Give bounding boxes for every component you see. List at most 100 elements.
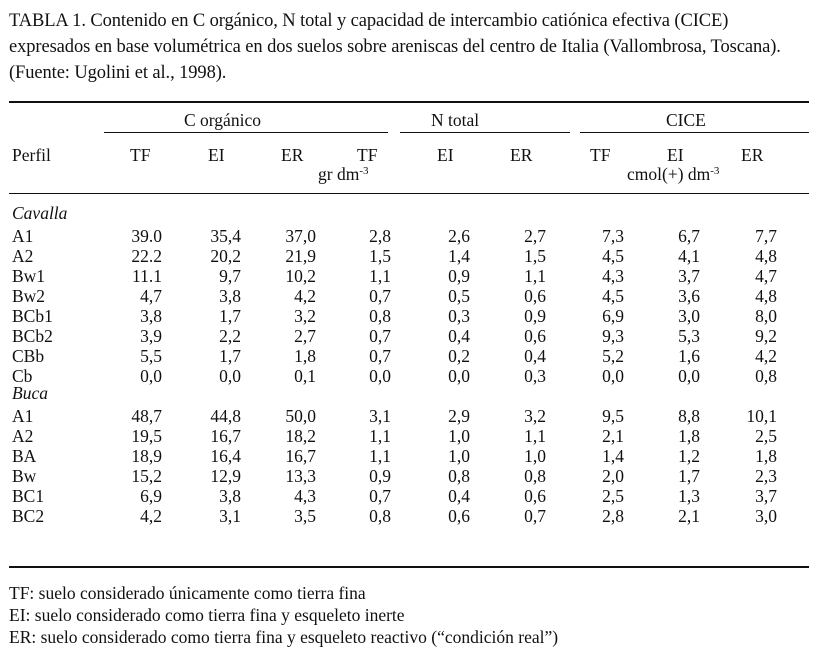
table-cell: 37,0 [285,226,316,246]
table-cell: 3,0 [678,306,700,326]
table-cell: 0,8 [448,466,470,486]
row-perfil-label: BCb2 [12,326,53,346]
table-cell: 8,0 [755,306,777,326]
table-cell: 1,1 [524,426,546,446]
table-cell: 16,7 [210,426,241,446]
table-cell: 2,9 [448,406,470,426]
header-col-cice-ei: EI [667,145,684,165]
table-cell: 1,4 [602,446,624,466]
table-cell: 13,3 [285,466,316,486]
section-title-cavalla: Cavalla [12,203,68,223]
table-cell: 0,6 [524,286,546,306]
row-perfil-label: A2 [12,426,34,446]
table-cell: 4,8 [755,246,777,266]
table-cell: 3,7 [755,486,777,506]
table-cell: 4,2 [294,286,316,306]
table-cell: 2,8 [369,226,391,246]
table-cell: 1,0 [448,426,470,446]
table-cell: 1,6 [678,346,700,366]
header-group-cice-rule [580,132,809,133]
table-cell: 0,6 [524,486,546,506]
table-caption: TABLA 1. Contenido en C orgánico, N tota… [9,11,781,83]
footnote-ei: EI: suelo considerado como tierra fina y… [9,605,405,625]
table-cell: 0,0 [369,366,391,386]
table-cell: 0,3 [524,366,546,386]
row-perfil-label: Bw [12,466,37,486]
header-group-n-rule [400,132,570,133]
table-cell: 1,5 [369,246,391,266]
table-cell: 3,5 [294,506,316,526]
table-cell: 12,9 [210,466,241,486]
header-col-c-tf: TF [130,145,151,165]
table-cell: 2,7 [524,226,546,246]
table-cell: 3,9 [140,326,162,346]
table-cell: 0,7 [369,346,391,366]
header-col-cice-tf: TF [590,145,611,165]
table-cell: 11.1 [132,266,162,286]
table-cell: 0,4 [524,346,546,366]
table-cell: 0,9 [448,266,470,286]
table-cell: 21,9 [285,246,316,266]
table-cell: 4,7 [140,286,162,306]
table-cell: 5,2 [602,346,624,366]
table-cell: 39.0 [131,226,162,246]
table-cell: 8,8 [678,406,700,426]
table-cell: 0,0 [448,366,470,386]
table-cell: 9,3 [602,326,624,346]
table-cell: 7,7 [755,226,777,246]
table-cell: 0,6 [448,506,470,526]
table-cell: 1,0 [448,446,470,466]
table-cell: 48,7 [131,406,162,426]
table-cell: 3,0 [755,506,777,526]
table-cell: 1,1 [369,266,391,286]
table-cell: 10,2 [285,266,316,286]
table-cell: 4,3 [294,486,316,506]
table-cell: 3,8 [219,486,241,506]
header-unit-c: gr dm-3 [318,164,369,184]
table-cell: 0,0 [602,366,624,386]
table-cell: 0,9 [369,466,391,486]
table-cell: 3,7 [678,266,700,286]
table-cell: 18,9 [131,446,162,466]
table-cell: 0,7 [524,506,546,526]
header-unit-c-exponent: -3 [359,165,369,177]
table-cell: 3,2 [524,406,546,426]
table-cell: 0,6 [524,326,546,346]
table-cell: 2,8 [602,506,624,526]
table-cell: 4,2 [140,506,162,526]
row-perfil-label: BC1 [12,486,45,506]
table-cell: 16,7 [285,446,316,466]
table-cell: 2,0 [602,466,624,486]
table-cell: 35,4 [210,226,241,246]
table-cell: 1,8 [294,346,316,366]
table-cell: 0,4 [448,326,470,346]
table-cell: 4,5 [602,286,624,306]
row-perfil-label: BA [12,446,37,466]
table-cell: 4,5 [602,246,624,266]
table-cell: 1,4 [448,246,470,266]
table-cell: 2,2 [219,326,241,346]
table-cell: 2,7 [294,326,316,346]
table-cell: 16,4 [210,446,241,466]
table-cell: 0,8 [369,506,391,526]
table-cell: 9,2 [755,326,777,346]
header-unit-cice-exponent: -3 [710,165,720,177]
header-group-c-organico: C orgánico [184,110,261,130]
header-col-cice-er: ER [741,145,764,165]
table-cell: 1,0 [524,446,546,466]
row-perfil-label: BCb1 [12,306,53,326]
table-top-rule [9,101,809,103]
table-cell: 20,2 [210,246,241,266]
header-col-n-er: ER [510,145,533,165]
table-cell: 3,1 [369,406,391,426]
row-perfil-label: A1 [12,226,34,246]
table-cell: 0,2 [448,346,470,366]
header-col-n-tf: TF [357,145,378,165]
table-cell: 1,8 [678,426,700,446]
table-cell: 4,2 [755,346,777,366]
header-unit-c-text: gr dm [318,164,360,184]
table-cell: 0,0 [678,366,700,386]
table-cell: 0,5 [448,286,470,306]
table-cell: 0,3 [448,306,470,326]
table-cell: 1,7 [678,466,700,486]
